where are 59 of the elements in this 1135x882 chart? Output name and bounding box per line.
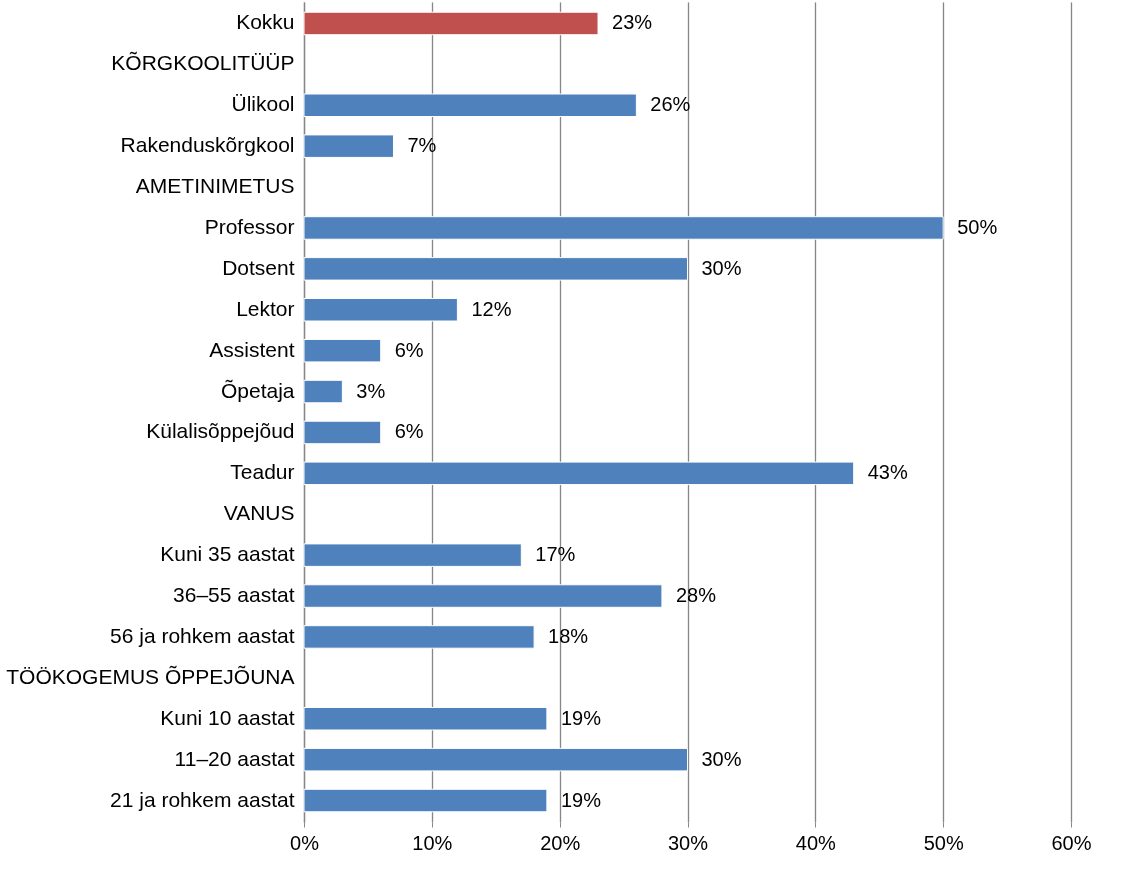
y-tick-label: Rakenduskõrgkool [120,133,295,157]
bar [303,584,663,608]
y-tick-label: Dotsent [222,255,295,279]
bar [303,93,637,118]
y-tick-label: VANUS [223,501,295,525]
data-label: 23% [612,11,653,34]
data-label: 30% [701,256,742,279]
bar [303,134,394,158]
data-label: 6% [394,420,424,443]
y-tick-label: 11–20 aastat [174,746,295,770]
bar [303,747,688,772]
bar [303,706,548,731]
data-label: 19% [560,706,602,729]
bar [303,420,382,445]
data-label: 43% [867,461,908,484]
y-tick-label: Kokku [236,10,295,34]
x-tick-label: 30% [667,831,709,854]
data-label: 12% [471,297,512,320]
data-label: 3% [356,379,386,402]
bar [303,257,688,281]
data-label: 28% [675,584,717,607]
data-label: 19% [560,788,602,811]
y-tick-label: Professor [204,214,295,238]
y-tick-label: TÖÖKOGEMUS ÕPPEJÕUNA [6,664,295,688]
bar [303,461,855,486]
bar [303,379,343,404]
y-tick-label: Õpetaja [220,378,295,402]
y-tick-label: KÕRGKOOLITÜÜP [111,51,295,75]
y-tick-label: Kuni 10 aastat [160,705,295,729]
y-tick-label: Külalisõppejõud [146,419,295,443]
x-tick-label: 40% [795,831,837,854]
data-label: 30% [701,747,742,770]
bar [303,625,535,649]
data-label: 50% [957,215,998,238]
x-tick-label: 20% [540,831,581,854]
y-tick-label: AMETINIMETUS [135,174,295,198]
y-tick-label: Kuni 35 aastat [160,542,295,566]
y-tick-label: 56 ja rohkem aastat [110,623,295,647]
x-tick-label: 60% [1051,831,1092,854]
data-label: 17% [535,543,576,566]
y-tick-label: Assistent [209,337,295,361]
y-tick-label: Teadur [230,460,295,484]
y-tick-label: Lektor [236,296,295,320]
bar [303,11,599,36]
bar [303,788,548,813]
data-label: 7% [407,134,437,157]
bar [303,216,944,240]
y-tick-label: 36–55 aastat [173,583,295,607]
data-label: 18% [548,624,589,647]
data-label: 26% [650,93,691,116]
x-tick-label: 0% [290,831,320,854]
bar [303,543,522,567]
data-label: 6% [394,338,424,361]
y-tick-label: Ülikool [231,92,295,116]
y-tick-label: 21 ja rohkem aastat [110,787,295,811]
x-tick-label: 50% [923,831,964,854]
bar [303,298,458,322]
x-tick-label: 10% [412,831,453,854]
bar [303,338,382,363]
